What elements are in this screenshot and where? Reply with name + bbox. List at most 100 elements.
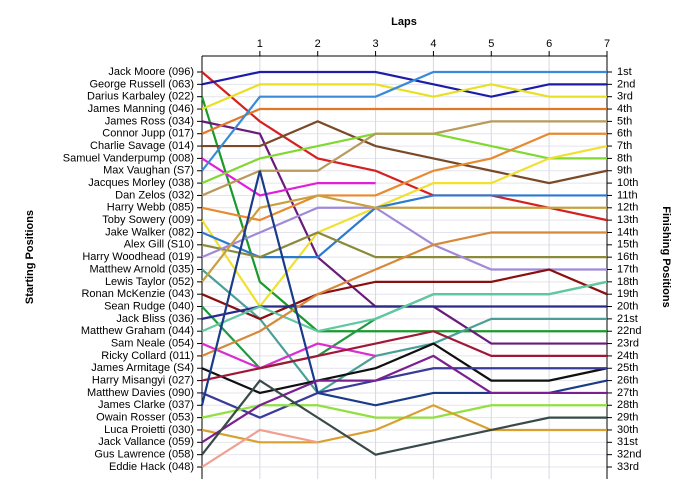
finishing-label: 8th — [617, 152, 632, 164]
finishing-label: 16th — [617, 251, 638, 263]
series-line — [201, 342, 608, 395]
series-line — [201, 379, 607, 456]
driver-label: Luca Proietti (030) — [104, 424, 194, 436]
driver-label: George Russell (063) — [89, 78, 194, 90]
driver-label: Jack Moore (096) — [108, 66, 194, 78]
series-line — [201, 206, 607, 271]
y-axis-title: Starting Positions — [24, 210, 36, 304]
finishing-label: 33rd — [617, 461, 639, 473]
x-tick-label: 7 — [604, 38, 610, 50]
driver-label: Jake Walker (082) — [105, 226, 194, 238]
finishing-label: 1st — [617, 66, 632, 78]
series-line — [201, 120, 607, 197]
driver-label: Matthew Graham (044) — [81, 325, 194, 337]
finishing-label: 19th — [617, 288, 638, 300]
finishing-label: 27th — [617, 387, 638, 399]
finishing-label: 15th — [617, 239, 638, 251]
driver-label: Lewis Taylor (052) — [105, 276, 194, 288]
finishing-label: 7th — [617, 140, 632, 152]
finishing-label: 24th — [617, 350, 638, 362]
series-line — [201, 70, 607, 172]
driver-label: Owain Rosser (053) — [96, 412, 194, 424]
driver-label: Jack Vallance (059) — [98, 436, 194, 448]
x-tick-label: 5 — [488, 38, 494, 50]
finishing-label: 29th — [617, 412, 638, 424]
driver-label: Darius Karbaley (022) — [87, 91, 194, 103]
series-line — [201, 428, 318, 468]
driver-label: Jack Bliss (036) — [116, 313, 194, 325]
driver-label: Dan Zelos (032) — [115, 189, 194, 201]
driver-label: Connor Jupp (017) — [102, 128, 194, 140]
driver-label: Matthew Arnold (035) — [89, 263, 194, 275]
driver-label: Eddie Hack (048) — [109, 461, 194, 473]
driver-label: Toby Sowery (009) — [102, 214, 194, 226]
finishing-label: 23rd — [617, 337, 639, 349]
driver-label: Jacques Morley (038) — [88, 177, 194, 189]
finishing-label: 28th — [617, 399, 638, 411]
finishing-label: 31st — [617, 436, 638, 448]
finishing-label: 22nd — [617, 325, 641, 337]
finishing-label: 9th — [617, 165, 632, 177]
x-axis-title: Laps — [391, 16, 417, 28]
series-line — [201, 194, 607, 259]
series-line — [201, 330, 607, 382]
driver-label: Matthew Davies (090) — [87, 387, 194, 399]
finishing-label: 11th — [617, 189, 638, 201]
x-tick-label: 2 — [315, 38, 321, 50]
series-line — [201, 404, 607, 444]
series-line — [201, 107, 607, 135]
driver-label: James Manning (046) — [88, 103, 194, 115]
driver-label: Charlie Savage (014) — [90, 140, 194, 152]
finishing-label: 25th — [617, 362, 638, 374]
series-line — [201, 354, 607, 444]
finishing-label: 17th — [617, 263, 638, 275]
series-line — [201, 268, 608, 321]
series-line — [201, 231, 607, 357]
series-line — [201, 144, 608, 309]
series-line — [201, 70, 607, 98]
finishing-label: 32nd — [617, 449, 641, 461]
finishing-label: 2nd — [617, 78, 635, 90]
driver-label: James Armitage (S4) — [91, 362, 194, 374]
finishing-label: 10th — [617, 177, 638, 189]
series-line — [201, 268, 607, 395]
series-line — [200, 96, 607, 333]
driver-label: Alex Gill (S10) — [124, 239, 194, 251]
x-tick-label: 3 — [373, 38, 379, 50]
finishing-label: 21st — [617, 313, 638, 325]
finishing-label: 20th — [617, 300, 638, 312]
driver-label: Harry Misangyi (027) — [92, 375, 194, 387]
driver-label: Samuel Vanderpump (008) — [63, 152, 194, 164]
driver-label: Max Vaughan (S7) — [103, 165, 194, 177]
finishing-label: 13th — [617, 214, 638, 226]
series-line — [201, 157, 376, 197]
driver-label: Sam Neale (054) — [111, 337, 194, 349]
driver-label: Gus Lawrence (058) — [94, 449, 194, 461]
driver-label: Ricky Collard (011) — [101, 350, 194, 362]
finishing-label: 5th — [617, 115, 632, 127]
driver-label: Ronan McKenzie (043) — [81, 288, 194, 300]
driver-label: James Ross (034) — [105, 115, 194, 127]
driver-label: Sean Rudge (040) — [104, 300, 194, 312]
x-tick-label: 6 — [546, 38, 552, 50]
series-line — [201, 132, 607, 222]
finishing-label: 26th — [617, 375, 638, 387]
y2-axis-title: Finishing Positions — [660, 206, 672, 307]
finishing-label: 3rd — [617, 91, 633, 103]
series-line — [201, 367, 607, 419]
finishing-label: 30th — [617, 424, 638, 436]
finishing-label: 14th — [617, 226, 638, 238]
series-line — [201, 280, 608, 333]
x-tick-label: 4 — [430, 38, 436, 50]
x-tick-label: 1 — [257, 38, 263, 50]
driver-label: Harry Webb (085) — [107, 202, 194, 214]
finishing-label: 4th — [617, 103, 632, 115]
series-line — [201, 83, 607, 111]
driver-label: James Clarke (037) — [98, 399, 194, 411]
finishing-label: 12th — [617, 202, 638, 214]
finishing-label: 6th — [617, 128, 632, 140]
driver-label: Harry Woodhead (019) — [82, 251, 194, 263]
finishing-label: 18th — [617, 276, 638, 288]
series-line — [202, 120, 608, 185]
